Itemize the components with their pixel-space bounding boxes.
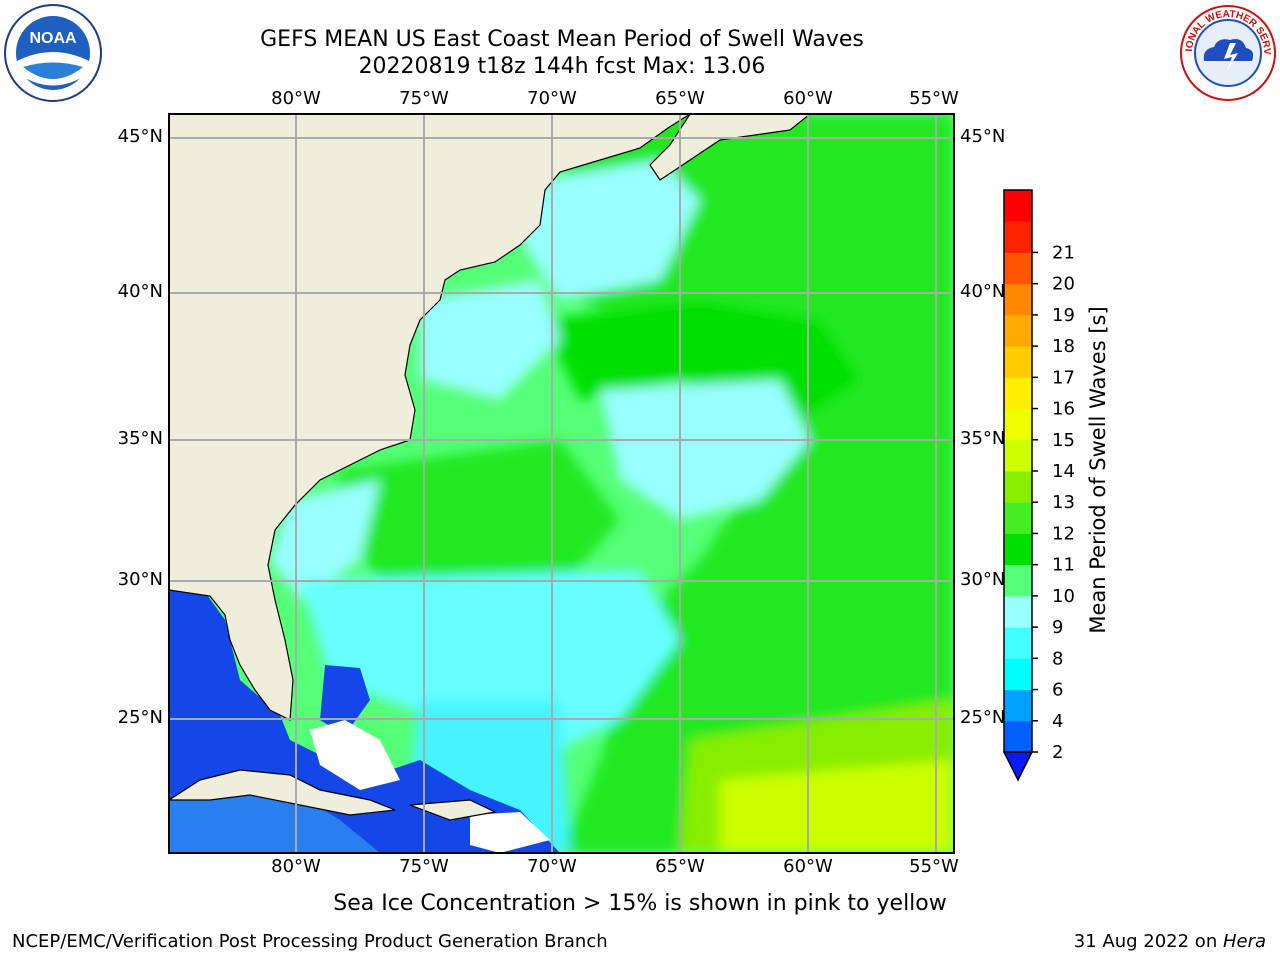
colorbar-swatch-12: [1004, 502, 1032, 534]
land-hispaniola: [409, 799, 497, 821]
lat-label-left-35n: 35°N: [117, 428, 163, 449]
lon-label-top-75w: 75°W: [399, 88, 449, 109]
colorbar-label: Mean Period of Swell Waves [s]: [1086, 306, 1110, 634]
swell-8-coast: [270, 480, 380, 600]
colorbar-tick-label: 17: [1052, 367, 1075, 388]
lon-label-bottom-65w: 65°W: [655, 856, 705, 877]
colorbar-swatch-21: [1004, 221, 1032, 253]
lat-label-right-45n: 45°N: [960, 126, 1006, 147]
colorbar-tick-label: 10: [1052, 586, 1075, 607]
masked-shallow-caribbean: [470, 812, 550, 853]
land-cuba: [169, 769, 396, 816]
colorbar-tick-label: 14: [1052, 461, 1075, 482]
colorbar-under-extend: [1002, 751, 1034, 782]
lat-label-left-40n: 40°N: [117, 281, 163, 302]
colorbar-tick-label: 13: [1052, 492, 1075, 513]
lon-label-bottom-75w: 75°W: [399, 856, 449, 877]
lon-label-bottom-80w: 80°W: [271, 856, 321, 877]
colorbar-tick-label: 11: [1052, 555, 1075, 576]
swell-13-se: [720, 760, 954, 853]
colorbar-swatch-15: [1004, 408, 1032, 441]
colorbar-swatch-11: [1004, 533, 1032, 566]
colorbar-swatch-18: [1004, 314, 1032, 347]
colorbar-swatch-17: [1004, 346, 1032, 378]
lat-label-right-40n: 40°N: [960, 281, 1006, 302]
sea-ice-note: Sea Ice Concentration > 15% is shown in …: [333, 891, 947, 916]
colorbar-swatch-2: [1004, 720, 1032, 753]
footer-right: 31 Aug 2022 on Hera: [1074, 931, 1266, 952]
nws-logo: NATIONAL WEATHER SERVICE: [1174, 0, 1278, 103]
map-area: [169, 114, 954, 853]
lon-label-bottom-70w: 70°W: [527, 856, 577, 877]
swell-8-mid: [420, 280, 560, 400]
graticule: [169, 114, 954, 853]
lon-label-top-80w: 80°W: [271, 88, 321, 109]
lat-label-left-25n: 25°N: [117, 707, 163, 728]
lon-label-top-55w: 55°W: [909, 88, 959, 109]
masked-shallow-bahamas: [310, 720, 400, 790]
colorbar-swatch-8: [1004, 627, 1032, 659]
colorbar-swatch-16: [1004, 377, 1032, 410]
footer-date: 31 Aug 2022 on: [1073, 931, 1223, 952]
chart-title: GEFS MEAN US East Coast Mean Period of S…: [260, 27, 864, 52]
land-us-east: [169, 114, 692, 721]
colorbar-tick-label: 18: [1052, 336, 1075, 357]
colorbar-swatch-10: [1004, 564, 1032, 597]
footer-machine: Hera: [1222, 931, 1266, 952]
swell-low-bahamas: [320, 665, 370, 735]
lat-label-right-35n: 35°N: [960, 428, 1006, 449]
colorbar-tick-label: 12: [1052, 523, 1075, 544]
swell-8-north: [520, 160, 700, 300]
land-nova-scotia: [649, 114, 811, 181]
swell-low-caribbean: [169, 790, 380, 853]
colorbar-swatch-4: [1004, 689, 1032, 722]
footer-left: NCEP/EMC/Verification Post Processing Pr…: [12, 931, 608, 952]
colorbar-tick-label: 4: [1052, 711, 1063, 732]
colorbar-tick-label: 9: [1052, 617, 1063, 638]
colorbar-swatch-9: [1004, 595, 1032, 628]
lon-label-top-60w: 60°W: [783, 88, 833, 109]
lat-label-right-25n: 25°N: [960, 707, 1006, 728]
colorbar-tick-label: 19: [1052, 305, 1075, 326]
chart-subtitle: 20220819 t18z 144h fcst Max: 13.06: [358, 54, 766, 79]
colorbar-tick-label: 20: [1052, 274, 1075, 295]
colorbar-swatch-undefined: [1004, 190, 1032, 222]
lat-label-left-30n: 30°N: [117, 569, 163, 590]
colorbar-swatch-20: [1004, 252, 1032, 285]
colorbar-swatch-19: [1004, 283, 1032, 316]
colorbar-swatch-13: [1004, 471, 1032, 503]
swell-8-center: [600, 380, 810, 520]
swell-11-west: [330, 440, 620, 590]
noaa-logo: NOAA: [3, 3, 103, 103]
colorbar-tick-label: 15: [1052, 430, 1075, 451]
lon-label-top-65w: 65°W: [655, 88, 705, 109]
swell-7-south: [300, 570, 680, 760]
colorbar-tick-label: 6: [1052, 680, 1063, 701]
lat-label-right-30n: 30°N: [960, 569, 1006, 590]
map-frame: [168, 113, 955, 854]
noaa-logo-text: NOAA: [29, 30, 77, 47]
lon-label-bottom-55w: 55°W: [909, 856, 959, 877]
colorbar-swatch-14: [1004, 439, 1032, 472]
colorbar-tick-label: 2: [1052, 742, 1063, 763]
lon-label-top-70w: 70°W: [527, 88, 577, 109]
colorbar-tick-label: 8: [1052, 648, 1063, 669]
lat-label-left-45n: 45°N: [117, 126, 163, 147]
colorbar-tick-label: 16: [1052, 399, 1075, 420]
colorbar-tick-label: 21: [1052, 242, 1075, 263]
colorbar-swatch-6: [1004, 658, 1032, 691]
colorbar: 2 4 6 8 9 10 11 12 13 14 15 16 17 18 19 20 21: [1002, 189, 1075, 782]
lon-label-bottom-60w: 60°W: [783, 856, 833, 877]
